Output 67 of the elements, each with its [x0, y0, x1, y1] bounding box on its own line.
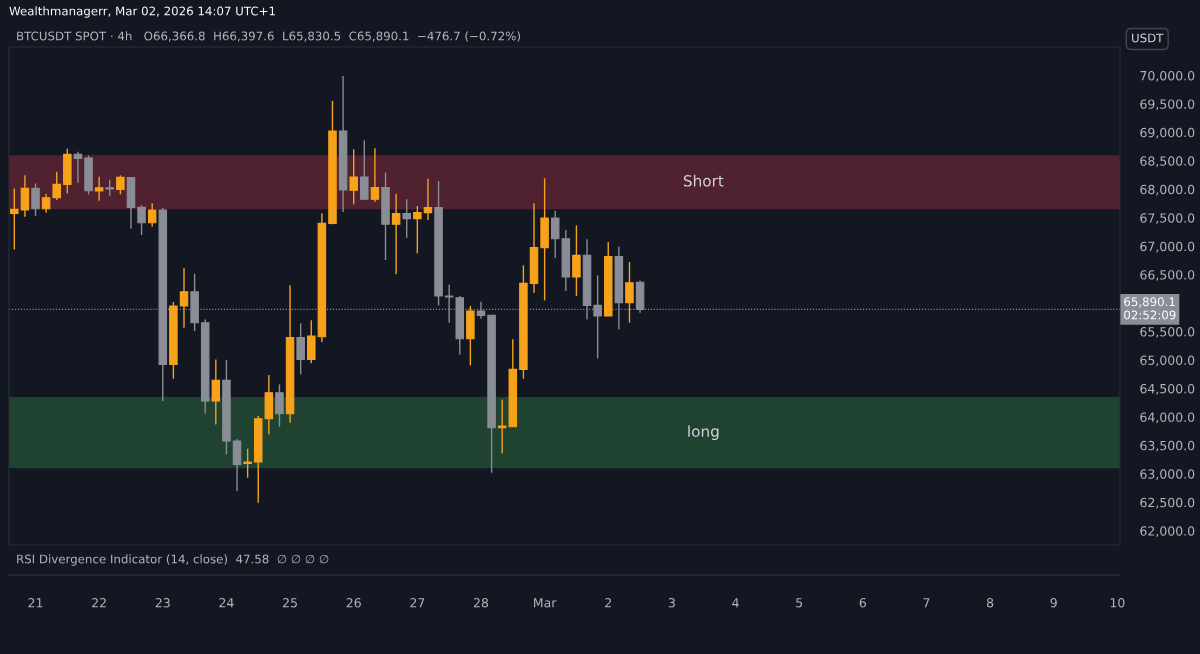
candlestick — [572, 224, 581, 297]
y-tick-label: 69,000.0 — [1140, 127, 1195, 139]
x-tick-label: 10 — [1110, 598, 1125, 608]
y-tick-label: 67,000.0 — [1140, 241, 1195, 253]
ref-line-label: 65,890.1 02:52:09 — [1124, 297, 1176, 320]
x-tick-label: 25 — [283, 598, 297, 608]
y-tick-label: 70,000.0 — [1140, 70, 1195, 82]
candlestick — [413, 205, 422, 255]
band-label: long — [688, 425, 719, 440]
candlestick — [94, 176, 104, 202]
text: Wealthmanagerr, Mar 02, 2026 14:07 UTC+1 — [9, 6, 275, 18]
y-tick-label: 64,500.0 — [1140, 383, 1195, 395]
x-tick-label: 23 — [155, 598, 170, 608]
y-tick-label: 64,000.0 — [1140, 412, 1195, 424]
x-tick-label: 21 — [28, 598, 43, 608]
text: USDT — [1132, 33, 1164, 43]
candlestick — [179, 267, 189, 329]
y-tick-label: 65,000.0 — [1140, 355, 1195, 367]
candlestick — [137, 204, 146, 236]
x-tick-label: 3 — [668, 598, 675, 608]
y-tick-label: 67,500.0 — [1140, 213, 1195, 224]
x-tick-label: Mar — [534, 598, 557, 608]
band-label: Short — [683, 174, 724, 187]
y-tick-label: 63,000.0 — [1140, 469, 1195, 481]
chart-title: BTCUSDT SPOT · 4h O66,366.8 H66,397.6 L65,830.5 C65,890.1 −476.7 (−0.72%) — [17, 31, 521, 42]
candlestick — [296, 322, 305, 376]
x-tick-label: 5 — [796, 598, 803, 608]
y-tick-label: 68,500.0 — [1140, 156, 1195, 168]
y-tick-label: 65,500.0 — [1140, 327, 1195, 338]
candlestick — [116, 174, 125, 196]
candlestick — [211, 358, 221, 426]
candlestick — [275, 383, 284, 428]
text: RSI Divergence Indicator (14, close) 47.58 ∅ ∅ ∅ ∅ — [17, 554, 329, 566]
candlestick — [10, 187, 19, 251]
candlestick — [243, 448, 252, 479]
candlestick — [349, 148, 358, 206]
x-tick-label: 8 — [986, 598, 994, 608]
candlestick — [402, 198, 411, 239]
candlestick — [423, 177, 433, 221]
x-tick-label: 27 — [410, 598, 425, 608]
y-tick-label: 63,500.0 — [1140, 440, 1195, 452]
y-tick-label: 62,000.0 — [1140, 526, 1195, 537]
candlestick — [52, 171, 61, 201]
candlestick — [20, 174, 30, 218]
x-tick-label: 9 — [1050, 598, 1057, 608]
x-tick-label: 24 — [219, 598, 234, 608]
candlestick — [31, 182, 40, 217]
candlestick — [391, 192, 401, 276]
x-tick-label: 6 — [859, 598, 866, 608]
candlestick — [360, 139, 369, 200]
candlestick — [307, 319, 316, 365]
y-tick-label: 69,500.0 — [1140, 99, 1195, 111]
candlestick — [370, 147, 380, 203]
candlestick — [41, 193, 51, 214]
candlestick — [73, 150, 83, 184]
y-tick-label: 62,500.0 — [1140, 497, 1195, 509]
y-tick-label: 68,000.0 — [1140, 184, 1195, 196]
x-tick-label: 4 — [732, 598, 739, 608]
candlestick — [147, 202, 157, 228]
x-tick-label: 2 — [605, 598, 611, 608]
x-tick-label: 22 — [92, 598, 106, 608]
candlestick — [232, 438, 242, 492]
y-tick-label: 66,500.0 — [1140, 270, 1195, 281]
x-tick-label: 28 — [473, 598, 489, 608]
x-tick-label: 7 — [923, 598, 930, 608]
candlestick — [625, 261, 634, 324]
x-tick-label: 26 — [346, 598, 361, 608]
